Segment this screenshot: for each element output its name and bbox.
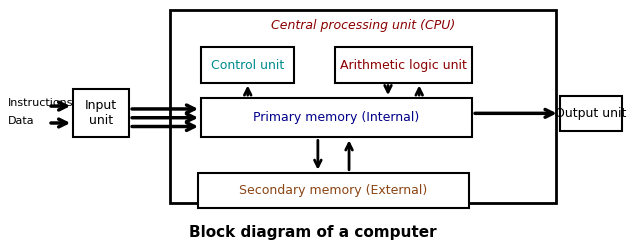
Text: Central processing unit (CPU): Central processing unit (CPU) xyxy=(271,19,455,32)
FancyBboxPatch shape xyxy=(198,173,469,208)
FancyBboxPatch shape xyxy=(73,89,130,137)
FancyBboxPatch shape xyxy=(559,96,622,131)
Text: Data: Data xyxy=(8,116,34,126)
FancyBboxPatch shape xyxy=(201,47,295,83)
Text: Control unit: Control unit xyxy=(211,59,284,72)
Text: Block diagram of a computer: Block diagram of a computer xyxy=(189,225,437,240)
Text: Arithmetic logic unit: Arithmetic logic unit xyxy=(340,59,467,72)
Text: Secondary memory (External): Secondary memory (External) xyxy=(239,184,427,197)
Text: Output unit: Output unit xyxy=(555,107,626,120)
FancyBboxPatch shape xyxy=(335,47,472,83)
FancyBboxPatch shape xyxy=(201,98,472,137)
Text: Instructions: Instructions xyxy=(8,99,73,108)
Text: Input
unit: Input unit xyxy=(85,99,117,127)
FancyBboxPatch shape xyxy=(170,10,556,203)
Text: Primary memory (Internal): Primary memory (Internal) xyxy=(253,111,420,124)
